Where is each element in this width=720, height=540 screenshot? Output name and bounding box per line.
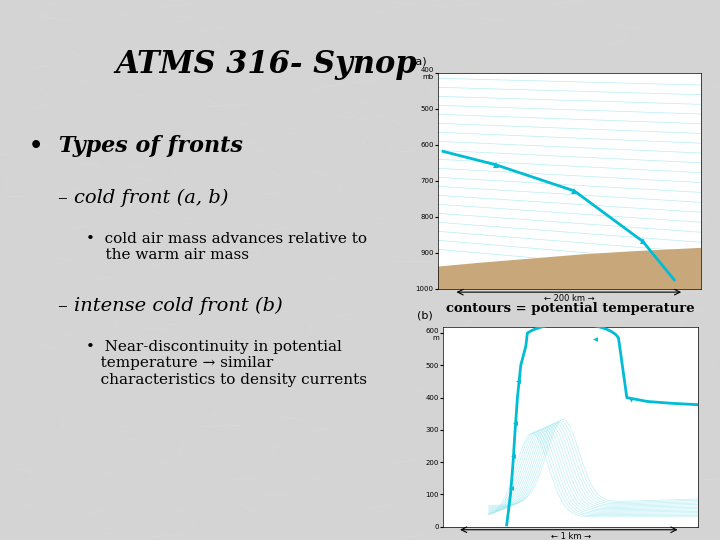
Polygon shape bbox=[438, 248, 701, 289]
Text: – intense cold front (b): – intense cold front (b) bbox=[58, 297, 282, 315]
Text: ATMS 316- Synop: ATMS 316- Synop bbox=[115, 49, 418, 79]
Text: •  Near-discontinuity in potential
   temperature → similar
   characteristics t: • Near-discontinuity in potential temper… bbox=[86, 340, 367, 387]
Text: (a): (a) bbox=[412, 56, 427, 66]
Text: contours = potential temperature: contours = potential temperature bbox=[446, 302, 695, 315]
Text: •  Types of fronts: • Types of fronts bbox=[29, 135, 243, 157]
Text: ← 200 km →: ← 200 km → bbox=[544, 294, 595, 303]
Text: •  cold air mass advances relative to
    the warm air mass: • cold air mass advances relative to the… bbox=[86, 232, 367, 262]
Text: (b): (b) bbox=[418, 310, 433, 321]
Text: – cold front (a, b): – cold front (a, b) bbox=[58, 189, 228, 207]
Text: ← 1 km →: ← 1 km → bbox=[551, 532, 590, 540]
